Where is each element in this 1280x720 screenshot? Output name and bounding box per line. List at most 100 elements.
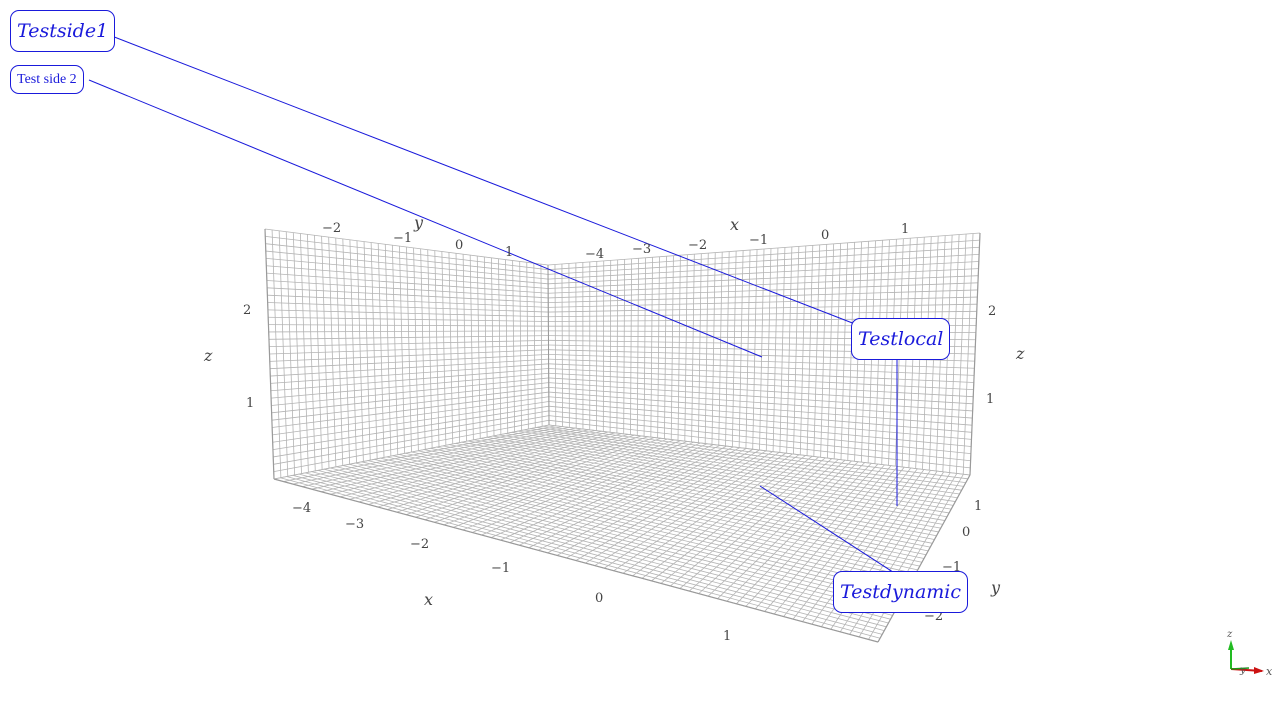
floor-grid-line — [604, 452, 780, 569]
front-x-axis-label: x — [424, 590, 433, 609]
floor-grid-line — [868, 474, 964, 640]
right-z-tick-2: 1 — [986, 392, 994, 407]
floor-grid-line — [707, 460, 852, 597]
back-left-grid-line — [266, 280, 549, 299]
back-right-grid-line — [548, 391, 973, 426]
back-left-grid-line — [272, 401, 549, 443]
back-right-tick-4: −1 — [749, 233, 768, 248]
floor-grid-line — [434, 437, 661, 523]
back-left-grid-line — [265, 235, 549, 271]
floor-grid-line — [377, 433, 622, 508]
front-x-tick-3: −2 — [410, 537, 429, 552]
back-left-grid-line — [272, 396, 549, 436]
back-right-grid-line — [548, 386, 973, 419]
front-x-tick-1: −4 — [292, 501, 311, 516]
floor-grid-line — [311, 427, 576, 490]
back-left-grid-line — [267, 309, 549, 318]
floor-grid-line — [358, 431, 609, 503]
floor-grid-line — [613, 452, 787, 572]
floor-grid-line — [575, 449, 760, 561]
back-left-grid-line — [268, 335, 549, 340]
floor-grid-line — [481, 441, 694, 536]
back-right-grid-line — [548, 354, 975, 369]
back-left-grid-line — [273, 419, 550, 473]
front-x-tick-2: −3 — [345, 517, 364, 532]
annotation-test-side1[interactable]: Testside1 — [10, 10, 116, 52]
floor-grid-line — [641, 455, 806, 579]
back-right-grid-line — [548, 275, 979, 294]
floor-grid-line — [547, 447, 740, 554]
orientation-y-axis — [1230, 667, 1250, 670]
back-right-grid-line — [548, 289, 978, 304]
grid-box-edges — [264, 228, 981, 643]
floor-grid-line — [405, 435, 642, 516]
back-left-grid-line — [269, 349, 549, 362]
back-left-grid-line — [272, 391, 549, 428]
floor-grid-line — [783, 466, 905, 617]
back-left-tick-2: −1 — [393, 231, 412, 246]
floor-grid-line — [773, 466, 898, 615]
back-right-tick-2: −3 — [632, 242, 651, 257]
floor-grid-line — [283, 425, 556, 482]
floor-grid-line — [585, 450, 767, 564]
back-right-tick-5: 0 — [821, 228, 829, 243]
floor-grid-line — [321, 428, 582, 493]
back-left-grid-line — [267, 287, 549, 304]
floor-grid-line — [330, 429, 589, 495]
back-left-grid-line — [273, 415, 550, 465]
back-right-grid-line — [547, 232, 981, 266]
grid-edge — [969, 232, 981, 476]
grid-edge — [547, 264, 550, 426]
back-left-grid-line — [270, 363, 549, 384]
annotation-test-side2[interactable]: Test side 2 — [10, 65, 84, 94]
back-left-grid-line — [266, 258, 549, 285]
back-left-grid-line — [273, 410, 549, 458]
back-left-grid-line — [271, 377, 549, 406]
leader-line-dynamic — [759, 485, 897, 575]
orientation-x-label: x — [1266, 665, 1273, 678]
floor-grid-line — [509, 444, 714, 544]
orientation-widget[interactable]: z x y — [1226, 629, 1273, 678]
left-z-tick-1: 2 — [243, 303, 251, 318]
back-right-grid-line — [548, 282, 978, 299]
floor-grid-line — [670, 457, 826, 587]
floor-grid-line — [566, 448, 754, 559]
front-x-tick-5: 0 — [595, 591, 603, 606]
grid-edge — [877, 474, 971, 643]
floor-grid-line — [424, 437, 655, 521]
floor-grid-line — [556, 448, 747, 556]
back-left-grid-line — [268, 324, 549, 327]
back-left-grid-line — [270, 368, 549, 392]
back-right-grid-line — [548, 268, 979, 289]
back-right-grid-line — [548, 310, 977, 318]
floor-grid-line — [349, 430, 602, 500]
floor-grid-line — [651, 455, 813, 582]
floor-grid-line — [660, 456, 819, 584]
orientation-x-arrowhead — [1254, 667, 1264, 674]
annotation-test-dynamic[interactable]: Testdynamic — [833, 571, 969, 613]
back-right-grid-line — [548, 368, 974, 390]
floor-grid-line — [622, 453, 793, 574]
floor-grid-line — [302, 426, 569, 488]
floor-grid-line — [387, 433, 629, 510]
floor-grid-line — [472, 441, 688, 533]
floor-grid-line — [396, 434, 635, 513]
orientation-z-arrowhead — [1228, 640, 1234, 650]
floor-grid — [273, 424, 971, 643]
back-right-grid-line — [548, 372, 974, 398]
back-left-grid-wall — [264, 228, 550, 480]
floor-grid-line — [273, 424, 550, 480]
floor-grid-line — [490, 442, 701, 538]
back-left-grid-line — [267, 294, 549, 308]
orientation-z-label: z — [1226, 629, 1233, 640]
annotation-test-local[interactable]: Testlocal — [851, 318, 951, 360]
floor-grid-line — [594, 451, 773, 566]
floor-grid-line — [745, 463, 879, 607]
right-z-axis-label: z — [1015, 344, 1025, 363]
floor-grid-line — [415, 436, 648, 518]
front-y-axis-label: y — [990, 578, 1001, 597]
back-right-grid-line — [548, 382, 973, 412]
back-right-grid-line — [548, 377, 973, 405]
back-left-grid-line — [268, 330, 549, 333]
